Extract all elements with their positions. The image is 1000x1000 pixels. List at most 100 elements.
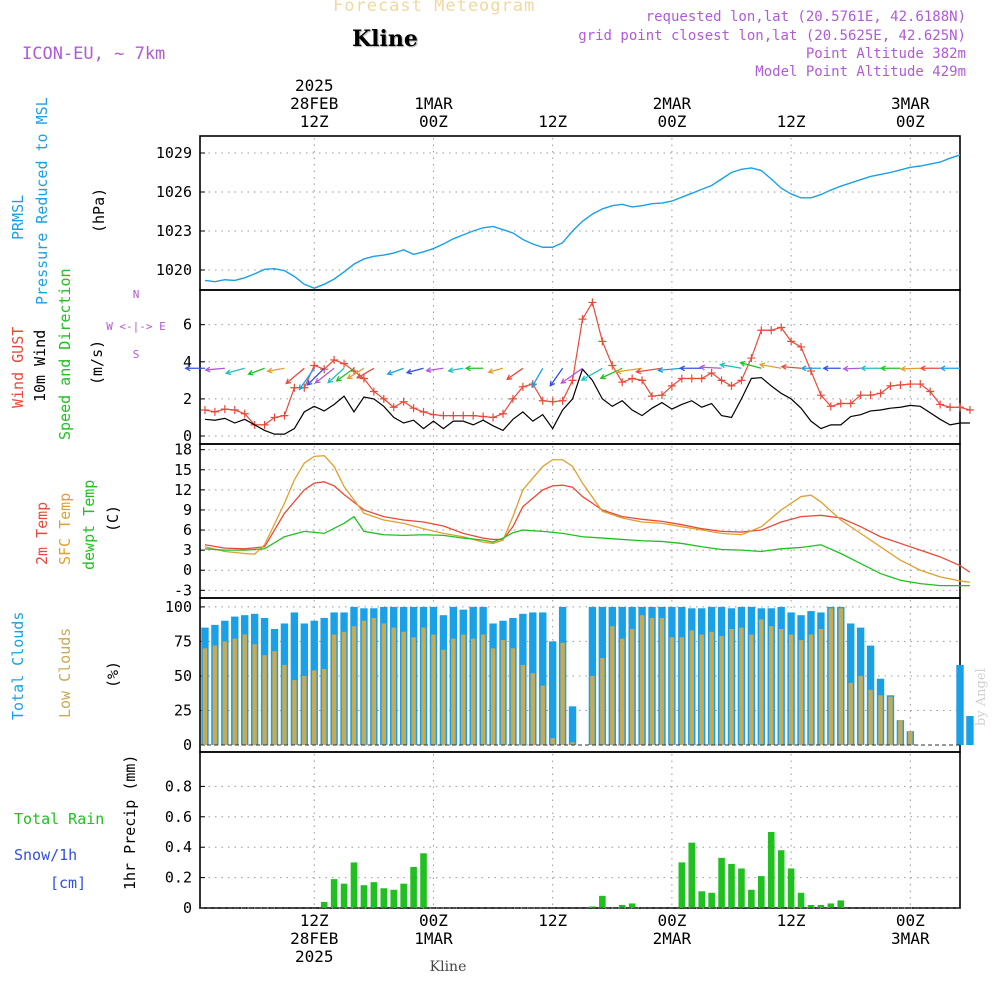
low-cloud-bar (808, 634, 814, 745)
compass-south: S (133, 348, 140, 361)
gust-marker (330, 355, 339, 364)
gust-marker (320, 365, 329, 374)
gust-marker (588, 298, 597, 307)
wind-arrowhead (879, 365, 886, 372)
low-cloud-bar (620, 638, 625, 745)
wind-arrowhead (184, 365, 191, 372)
wind-arrow (205, 367, 225, 371)
wind-arrowhead (580, 375, 587, 381)
wind-arrow (225, 367, 245, 374)
gust-marker (369, 387, 378, 396)
precip-unit: 1hr Precip (mm) (121, 755, 139, 890)
wind-arrow (327, 367, 345, 384)
rain-bar (718, 857, 725, 908)
low-cloud-bar (411, 637, 416, 745)
wind-arrowhead (939, 365, 946, 372)
low-cloud-bar (490, 648, 496, 745)
y-tick-label: 0.4 (165, 838, 192, 856)
low-cloud-bar (421, 627, 426, 745)
wind-arrowhead (758, 362, 766, 369)
rain-bar (817, 904, 825, 908)
wind-arrow (658, 367, 682, 371)
low-cloud-bar (202, 648, 208, 745)
top-time-label: 2MAR (653, 94, 692, 113)
bottom-time-label: 12Z (538, 911, 567, 930)
wind-arrowhead (447, 367, 454, 374)
low-cloud-bar (252, 644, 257, 745)
gust-marker (578, 315, 587, 324)
y-tick-label: 12 (174, 481, 192, 499)
low-cloud-bar (828, 608, 834, 745)
top-time-label: 00Z (657, 112, 686, 131)
bottom-time-label: 12Z (300, 911, 329, 930)
wind-arrowhead (346, 373, 353, 380)
pressure-ylabel-2: Pressure Reduced to MSL (33, 97, 51, 305)
wind-arrowhead (506, 374, 513, 381)
total-cloud-bar (548, 641, 557, 745)
low-cloud-bar (550, 738, 555, 745)
gust-marker (200, 406, 209, 415)
bottom-time-label: 00Z (896, 911, 925, 930)
rain-bar (589, 906, 596, 908)
gust-line (204, 300, 971, 426)
total-cloud-bar (568, 706, 577, 745)
low-cloud-bar (500, 640, 506, 745)
total-clouds-ylabel: Total Clouds (9, 612, 27, 720)
wind-arrowhead (224, 369, 232, 376)
low-cloud-bar (381, 623, 386, 745)
wind-arrowhead (899, 365, 906, 372)
wind-arrow (531, 367, 544, 388)
gust-marker (747, 354, 756, 363)
wind-arrow (759, 363, 782, 369)
low-cloud-bar (242, 634, 247, 745)
wind-arrowhead (356, 373, 363, 379)
gust-marker (757, 326, 766, 335)
snow-label: Snow/1h (14, 846, 77, 864)
gust-marker (489, 413, 498, 422)
wind-arrowhead (247, 369, 254, 376)
wind-arrow (336, 367, 355, 382)
rain-bar (618, 904, 626, 908)
low-cloud-bar (302, 675, 307, 745)
low-cloud-bar (908, 731, 913, 745)
low-cloud-bar (391, 627, 396, 745)
y-tick-label: 6 (183, 316, 192, 334)
temp-2m-line (204, 481, 971, 573)
gust-marker (469, 411, 478, 420)
gust-marker (359, 374, 368, 383)
wind-arrow (560, 367, 583, 384)
rain-bar (380, 888, 388, 908)
low-cloud-bar (878, 695, 883, 745)
requested-coords: requested lon,lat (20.5761E, 42.6188N) (645, 9, 966, 25)
gust-marker (946, 403, 955, 412)
gust-marker (568, 376, 577, 385)
low-cloud-bar (649, 617, 655, 745)
wind-arrow (740, 362, 762, 369)
temp-ylabel: 2m Temp (33, 502, 51, 565)
y-tick-label: 9 (183, 501, 192, 519)
y-tick-label: 75 (174, 632, 192, 650)
low-cloud-bar (590, 675, 595, 745)
rain-bar (708, 892, 715, 908)
low-cloud-bar (212, 645, 218, 745)
gust-marker (558, 396, 567, 405)
bottom-time-label: 2025 (295, 947, 334, 966)
gust-marker (826, 402, 835, 411)
model-label: ICON-EU, ~ 7km (22, 44, 166, 64)
y-tick-label: 25 (174, 701, 192, 719)
low-cloud-bar (759, 619, 764, 745)
gust-marker (787, 337, 796, 346)
temp-unit: (C) (104, 505, 122, 532)
gust-marker (508, 394, 517, 403)
low-cloud-bar (471, 638, 476, 745)
wind-arrow (307, 367, 325, 386)
top-time-label: 00Z (896, 112, 925, 131)
gust-marker (280, 411, 289, 420)
low-cloud-bar (262, 655, 267, 745)
rain-bar (350, 862, 358, 908)
top-time-label: 00Z (419, 112, 448, 131)
pressure-ylabel-1: PRMSL (9, 195, 27, 240)
wind-arrowhead (487, 368, 494, 374)
rain-bar (738, 868, 745, 908)
low-cloud-bar (520, 664, 526, 745)
